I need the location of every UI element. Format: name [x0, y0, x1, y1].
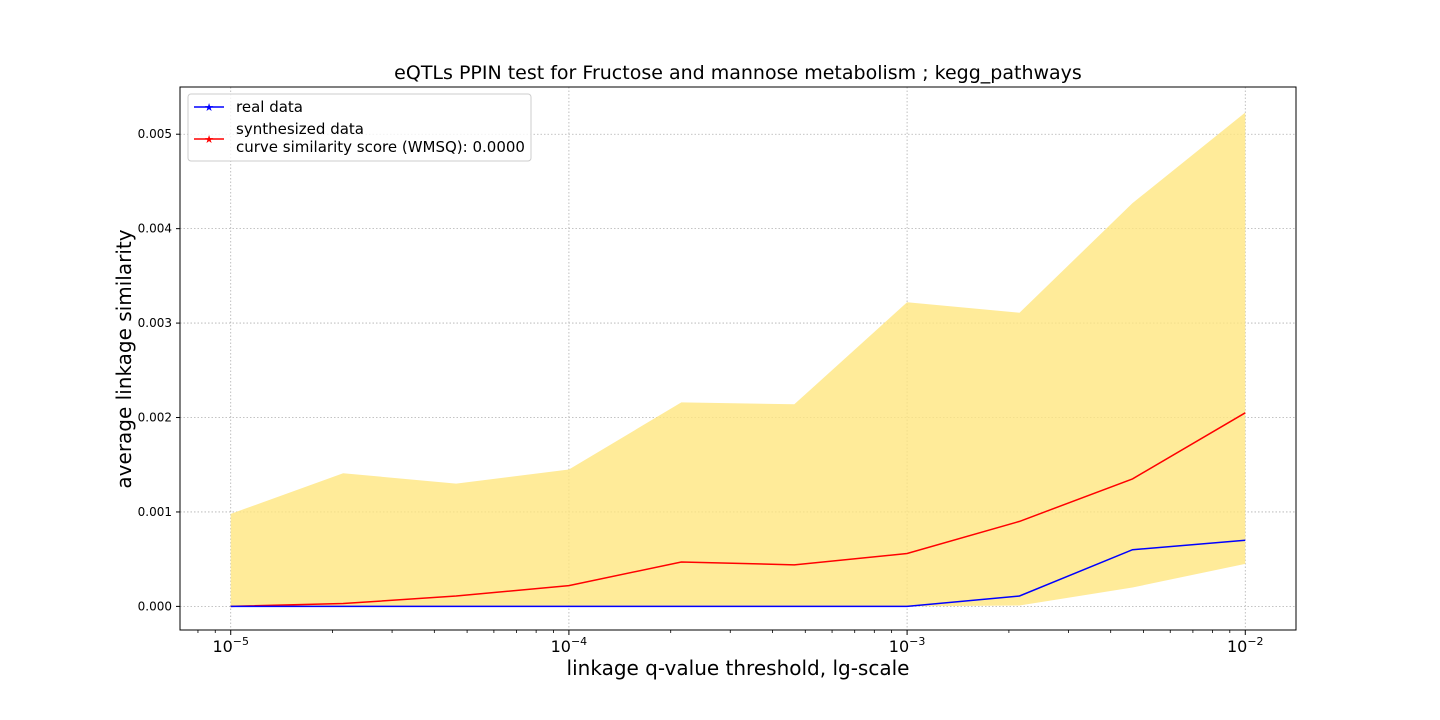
legend-box [187, 93, 532, 162]
x-tick-label-3: 10−2 [1227, 635, 1264, 656]
x-axis-minor-ticks [197, 630, 1231, 633]
y-tick-label-3: 0.003 [138, 316, 172, 330]
legend: ★ real data ★ synthesized data curve sim… [187, 93, 532, 162]
y-tick-label-4: 0.004 [138, 222, 172, 236]
chart-title: eQTLs PPIN test for Fructose and mannose… [394, 62, 1082, 84]
x-axis-ticks: 10−5 10−4 10−3 10−2 [212, 630, 1264, 656]
x-axis-label: linkage q-value threshold, lg-scale [567, 656, 910, 680]
y-tick-label-1: 0.001 [138, 505, 172, 519]
x-tick-label-1: 10−4 [551, 635, 588, 656]
y-tick-label-5: 0.005 [138, 127, 172, 141]
band-layer [230, 112, 1246, 607]
x-tick-label-2: 10−3 [889, 635, 926, 656]
legend-synth-score: curve similarity score (WMSQ): 0.0000 [236, 138, 525, 156]
series-layer [230, 412, 1246, 608]
confidence-band [230, 112, 1246, 607]
y-axis-label: average linkage similarity [112, 229, 136, 488]
y-tick-label-0: 0.000 [138, 599, 172, 613]
x-tick-label-0: 10−5 [212, 635, 249, 656]
y-axis-ticks: 0.000 0.001 0.002 0.003 0.004 0.005 [138, 127, 180, 613]
legend-synth-marker: ★ [204, 133, 214, 146]
legend-real-label: real data [236, 98, 303, 116]
legend-real-marker: ★ [204, 101, 214, 114]
synthesized-data-line [230, 412, 1246, 608]
real-data-line [230, 539, 1246, 608]
legend-synth-label: synthesized data [236, 120, 364, 138]
y-tick-label-2: 0.002 [138, 411, 172, 425]
plot-frame [179, 86, 1297, 631]
